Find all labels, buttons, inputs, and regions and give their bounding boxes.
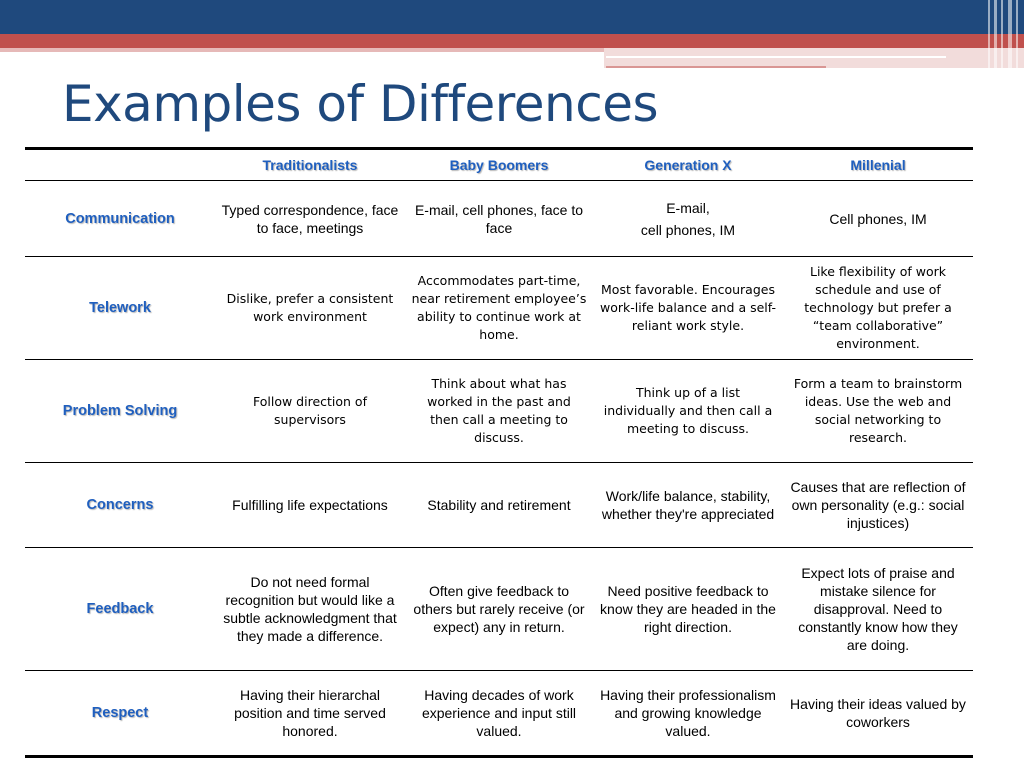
header-baby-boomers: Baby Boomers (449, 157, 549, 173)
differences-table: Traditionalists Baby Boomers Generation … (25, 147, 973, 758)
banner-stripes (984, 0, 1024, 68)
table-row-problem-solving: Problem Solving Follow direction of supe… (25, 360, 973, 463)
table-cell: Accommodates part-time, near retirement … (411, 273, 587, 342)
table-cell: Need positive feedback to know they are … (600, 583, 776, 635)
table-cell: Cell phones, IM (829, 210, 927, 227)
table-cell: Having their professionalism and growing… (600, 687, 776, 739)
table-cell: Expect lots of praise and mistake silenc… (798, 565, 958, 653)
table-cell: Dislike, prefer a consistent work enviro… (226, 291, 394, 324)
table-cell: Most favorable. Encourages work-life bal… (600, 282, 776, 333)
table-cell: Like flexibility of work schedule and us… (804, 264, 952, 351)
table-row-concerns: Concerns Fulfilling life expectations St… (25, 463, 973, 548)
top-banner-blue (0, 0, 1024, 34)
header-corner (25, 149, 215, 181)
table-cell: Causes that are reflection of own person… (790, 479, 966, 531)
header-generation-x: Generation X (644, 157, 732, 173)
table-row-respect: Respect Having their hierarchal position… (25, 671, 973, 757)
table-cell: Having decades of work experience and in… (421, 687, 577, 739)
table-cell: Form a team to brainstorm ideas. Use the… (793, 376, 963, 445)
row-label-communication: Communication (65, 210, 175, 227)
table-row-communication: Communication Typed correspondence, face… (25, 181, 973, 257)
table-cell: Follow direction of supervisors (253, 394, 367, 427)
table-header-row: Traditionalists Baby Boomers Generation … (25, 148, 973, 181)
table-row-feedback: Feedback Do not need formal recognition … (25, 548, 973, 671)
banner-accent-line-2 (606, 66, 826, 68)
table-cell: Often give feedback to others but rarely… (413, 583, 585, 635)
banner-accent-line (606, 56, 946, 58)
banner-accent-block (604, 48, 1024, 68)
table-cell: Do not need formal recognition but would… (223, 574, 397, 644)
slide-title: Examples of Differences (62, 75, 659, 133)
top-banner-pink (0, 48, 1024, 52)
row-label-telework: Telework (89, 300, 151, 316)
table-cell: Fulfilling life expectations (232, 497, 388, 513)
table-cell: Having their ideas valued by coworkers (790, 696, 966, 730)
row-label-feedback: Feedback (86, 601, 154, 617)
top-banner-red (0, 34, 1024, 48)
header-millenial: Millenial (850, 157, 906, 173)
header-traditionalists: Traditionalists (262, 157, 358, 173)
table-cell: E-mail, cell phones, face to face (414, 201, 584, 236)
row-label-respect: Respect (91, 705, 149, 721)
row-label-concerns: Concerns (86, 497, 154, 513)
table-cell: Work/life balance, stability, whether th… (601, 488, 775, 522)
table-cell: Think up of a list individually and then… (603, 385, 773, 436)
row-label-problem-solving: Problem Solving (62, 403, 178, 419)
table-cell: Stability and retirement (427, 497, 571, 513)
table-row-telework: Telework Dislike, prefer a consistent wo… (25, 257, 973, 360)
table-cell: Typed correspondence, face to face, meet… (221, 201, 399, 236)
table-cell: E-mail, cell phones, IM (640, 199, 736, 238)
table-cell: Having their hierarchal position and tim… (234, 687, 386, 739)
table-cell: Think about what has worked in the past … (427, 376, 571, 445)
